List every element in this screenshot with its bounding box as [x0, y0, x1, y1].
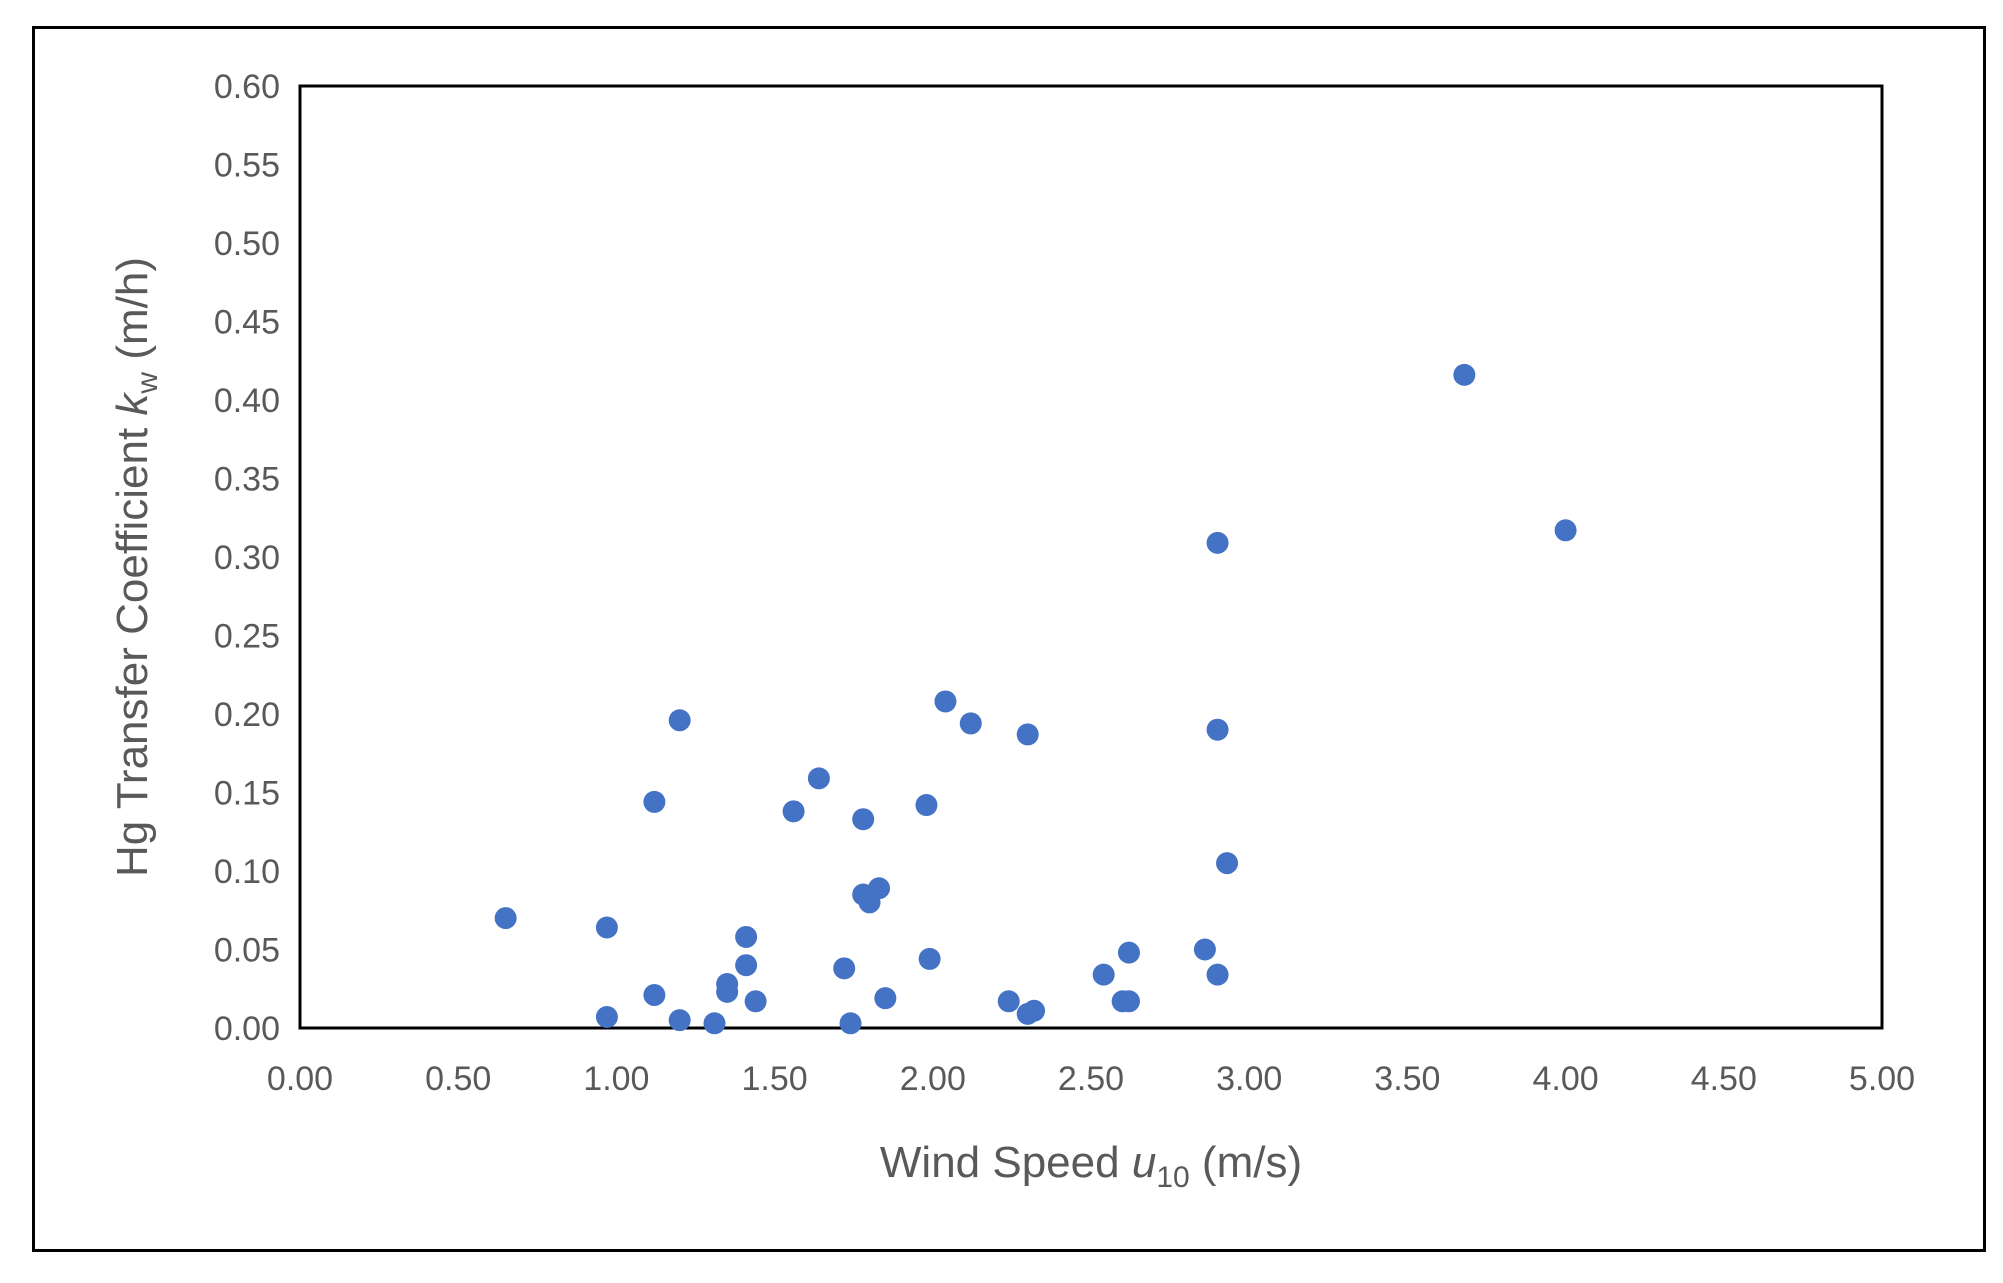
x-tick-label: 2.00 — [900, 1060, 966, 1098]
data-point — [997, 990, 1020, 1013]
data-point — [716, 980, 739, 1003]
y-tick-label: 0.20 — [214, 696, 280, 734]
y-tick-label: 0.40 — [214, 382, 280, 420]
data-point — [735, 925, 758, 948]
data-point — [852, 808, 875, 831]
data-point — [1216, 852, 1239, 875]
y-tick-label: 0.15 — [214, 775, 280, 813]
y-tick-label: 0.25 — [214, 618, 280, 656]
y-tick-label: 0.00 — [214, 1010, 280, 1048]
y-tick-label: 0.10 — [214, 853, 280, 891]
data-point — [1023, 999, 1046, 1022]
x-tick-label: 3.50 — [1374, 1060, 1440, 1098]
y-tick-label: 0.35 — [214, 461, 280, 499]
data-point — [1206, 963, 1229, 986]
data-point — [1206, 718, 1229, 741]
data-point — [1193, 938, 1216, 961]
data-point — [934, 690, 957, 713]
data-point — [595, 1006, 618, 1029]
x-tick-labels: 0.00 0.50 1.00 1.50 2.00 2.50 3.00 3.50 4.00 4.50… — [267, 1060, 1915, 1098]
data-points — [494, 363, 1577, 1035]
data-point — [595, 916, 618, 939]
data-point — [1453, 363, 1476, 386]
y-tick-label: 0.30 — [214, 539, 280, 577]
data-point — [668, 709, 691, 732]
scatter-chart: 0.00 0.05 0.10 0.15 0.20 0.25 0.30 0.35 0.40 0.45… — [108, 68, 1915, 1194]
x-axis-title: Wind Speed u10 (m/s) — [880, 1138, 1302, 1194]
data-point — [1117, 990, 1140, 1013]
data-point — [959, 712, 982, 735]
x-tick-label: 3.00 — [1216, 1060, 1282, 1098]
data-point — [1092, 963, 1115, 986]
data-point — [868, 877, 891, 900]
data-point — [1117, 941, 1140, 964]
x-tick-label: 2.50 — [1058, 1060, 1124, 1098]
data-point — [703, 1012, 726, 1035]
data-point — [807, 767, 830, 790]
x-tick-label: 1.00 — [583, 1060, 649, 1098]
x-tick-label: 1.50 — [742, 1060, 808, 1098]
data-point — [1554, 519, 1577, 542]
data-point — [744, 990, 767, 1013]
x-tick-label: 4.50 — [1691, 1060, 1757, 1098]
x-tick-label: 0.00 — [267, 1060, 333, 1098]
data-point — [668, 1009, 691, 1032]
data-point — [782, 800, 805, 823]
data-point — [874, 987, 897, 1010]
y-axis-title: Hg Transfer Coefficient kw (m/h) — [108, 257, 164, 877]
x-tick-label: 5.00 — [1849, 1060, 1915, 1098]
data-point — [915, 794, 938, 817]
y-tick-label: 0.45 — [214, 304, 280, 342]
chart-frame: 0.00 0.05 0.10 0.15 0.20 0.25 0.30 0.35 0.40 0.45… — [32, 26, 1986, 1252]
y-tick-label: 0.55 — [214, 147, 280, 185]
data-point — [839, 1012, 862, 1035]
data-point — [833, 957, 856, 980]
data-point — [1206, 531, 1229, 554]
data-point — [735, 954, 758, 977]
data-point — [1016, 723, 1039, 746]
plot-area — [298, 84, 1884, 1030]
x-tick-label: 0.50 — [425, 1060, 491, 1098]
y-tick-label: 0.50 — [214, 225, 280, 263]
y-tick-labels: 0.00 0.05 0.10 0.15 0.20 0.25 0.30 0.35 0.40 0.45… — [214, 68, 280, 1048]
x-tick-label: 4.00 — [1533, 1060, 1599, 1098]
data-point — [643, 984, 666, 1007]
y-tick-label: 0.05 — [214, 932, 280, 970]
data-point — [643, 790, 666, 813]
data-point — [494, 907, 517, 930]
data-point — [918, 947, 941, 970]
y-tick-label: 0.60 — [214, 68, 280, 106]
